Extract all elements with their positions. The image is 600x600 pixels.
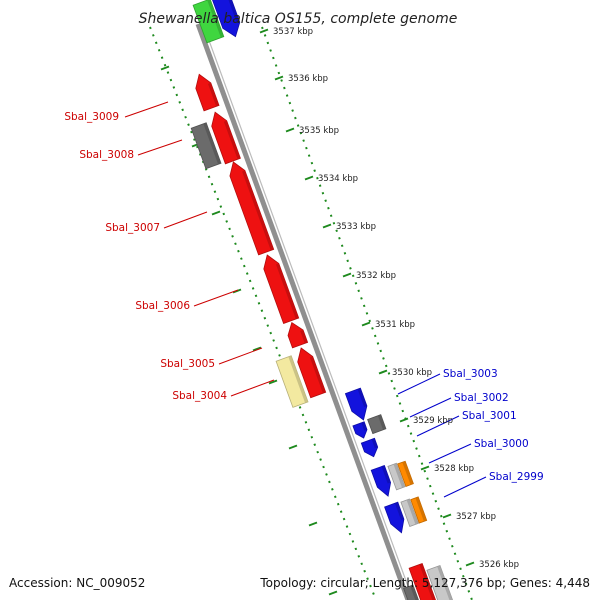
tick-label: 3537 kbp	[273, 27, 313, 37]
gene-leader-line	[409, 397, 452, 418]
tick-label: 3528 kbp	[434, 464, 474, 474]
feature-red-bottom	[408, 562, 436, 600]
gene-leader-line	[193, 289, 239, 307]
feature-blue-small-2	[360, 437, 379, 458]
gene-label-left[interactable]: Sbal_3004	[172, 390, 227, 402]
tick-mark	[420, 465, 430, 471]
feature-blue-small	[352, 421, 368, 439]
tick-mark	[259, 28, 269, 34]
gene-labels-layer: Sbal_3009 Sbal_3008 Sbal_3007 Sbal_3006 Sbal…	[64, 111, 543, 483]
gene-leader-line	[416, 415, 460, 437]
tick-labels-layer: 3537 kbp 3536 kbp 3535 kbp 3534 kbp 3533 kbp…	[259, 27, 519, 570]
gene-leader-line	[163, 211, 208, 229]
tick-label: 3531 kbp	[375, 320, 415, 330]
tick-label: 3534 kbp	[318, 174, 358, 184]
feature-lightgrey-1	[387, 462, 406, 491]
feature-sbal-3000	[397, 460, 414, 488]
tick-mark	[285, 127, 295, 133]
gene-leader-line	[218, 347, 263, 365]
feature-sbal-3009	[195, 73, 220, 112]
major-tick-mark	[308, 521, 318, 527]
summary-text: Topology: circular; Length: 5,127,376 bp…	[260, 576, 590, 590]
feature-sbal-3006	[263, 254, 300, 325]
gene-label-left[interactable]: Sbal_3008	[79, 149, 134, 161]
major-tick-mark	[288, 444, 298, 450]
tick-mark	[378, 369, 388, 375]
feature-green	[192, 0, 225, 44]
feature-grey-left	[190, 122, 222, 170]
gene-label-right[interactable]: Sbal_3003	[443, 368, 498, 380]
tick-mark	[465, 561, 475, 567]
feature-sbal-3002	[367, 414, 387, 435]
gene-label-left[interactable]: Sbal_3009	[64, 111, 119, 123]
major-tick-mark	[160, 65, 170, 71]
major-tick-mark	[328, 590, 338, 596]
tick-mark	[399, 417, 409, 423]
genome-backbone	[195, 23, 411, 600]
tick-label: 3529 kbp	[413, 416, 453, 426]
tick-label: 3536 kbp	[288, 74, 328, 84]
feature-sbal-3008	[211, 111, 241, 165]
gene-leader-line	[397, 373, 441, 395]
gene-leader-line	[428, 443, 472, 464]
gene-label-right[interactable]: Sbal_3000	[474, 438, 529, 450]
leader-lines-layer	[124, 101, 487, 498]
gene-label-right[interactable]: Sbal_3002	[454, 392, 509, 404]
tick-label: 3533 kbp	[336, 222, 376, 232]
tick-dots-layer	[149, 26, 473, 600]
gene-label-left[interactable]: Sbal_3007	[105, 222, 160, 234]
tick-mark	[322, 223, 332, 229]
feature-lightgrey-2	[400, 498, 419, 528]
tick-label: 3526 kbp	[479, 560, 519, 570]
major-tick-mark	[232, 288, 242, 294]
feature-sbal-3007	[229, 161, 275, 256]
major-tick-mark	[268, 379, 278, 385]
tick-mark	[304, 175, 314, 181]
feature-sbal-3005	[287, 321, 309, 349]
gene-leader-line	[443, 476, 487, 498]
feature-blue	[212, 0, 241, 38]
feature-sbal-3005b	[297, 347, 327, 399]
tick-dot-line	[261, 26, 473, 600]
feature-sbal-3004	[275, 355, 309, 408]
tick-label: 3527 kbp	[456, 512, 496, 522]
major-tick-mark	[211, 210, 221, 216]
gene-label-right[interactable]: Sbal_2999	[489, 471, 544, 483]
accession-text: Accession: NC_009052	[9, 576, 146, 590]
tick-dot-line	[149, 26, 377, 600]
genome-backbone-highlight	[202, 23, 414, 600]
tick-label: 3535 kbp	[299, 126, 339, 136]
major-tick-mark	[252, 346, 262, 352]
gene-label-right[interactable]: Sbal_3001	[462, 410, 517, 422]
tick-mark	[342, 272, 352, 278]
feature-sbal-2999	[410, 496, 428, 524]
tick-mark	[442, 513, 452, 519]
feature-sbal-3003	[344, 387, 368, 421]
tick-label: 3530 kbp	[392, 368, 432, 378]
map-title: Shewanella baltica OS155, complete genom…	[139, 11, 458, 27]
gene-leader-line	[124, 101, 169, 118]
features-layer	[190, 0, 453, 600]
feature-lightgrey-bottom	[426, 564, 453, 600]
tick-label: 3532 kbp	[356, 271, 396, 281]
feature-blue-4	[384, 501, 405, 534]
feature-grey-bottom	[403, 584, 419, 600]
feature-blue-3	[370, 464, 392, 497]
tick-mark	[274, 75, 284, 81]
gene-label-left[interactable]: Sbal_3005	[160, 358, 215, 370]
gene-leader-line	[137, 139, 183, 156]
gene-leader-line	[230, 379, 275, 397]
gene-label-left[interactable]: Sbal_3006	[135, 300, 190, 312]
tick-mark	[361, 321, 371, 327]
backbone-layer	[195, 23, 414, 600]
